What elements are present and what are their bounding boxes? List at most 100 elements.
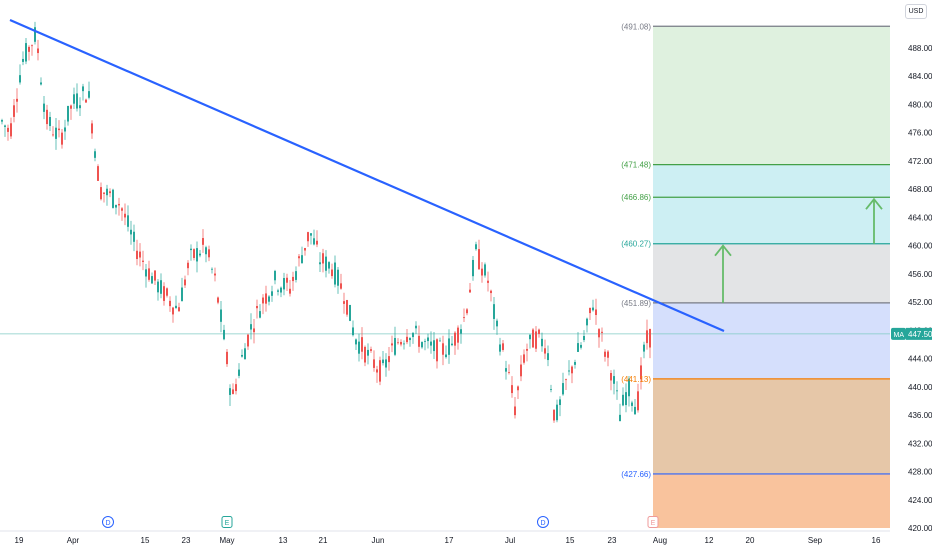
- candle: [586, 317, 588, 333]
- candle: [238, 363, 240, 379]
- candle: [256, 299, 258, 319]
- time-tick-label: Apr: [67, 536, 80, 545]
- candle: [415, 321, 417, 334]
- candle: [448, 329, 450, 364]
- candle: [130, 220, 132, 245]
- candle: [433, 332, 435, 360]
- candle: [499, 337, 501, 356]
- candle: [592, 299, 594, 312]
- earnings-marker-icon[interactable]: E: [647, 516, 659, 528]
- candle: [529, 334, 531, 349]
- candle: [634, 399, 636, 415]
- candle: [43, 95, 45, 120]
- dividend-marker-icon[interactable]: D: [102, 516, 114, 528]
- candle: [490, 289, 492, 302]
- candle: [82, 83, 84, 101]
- candle: [376, 365, 378, 383]
- candle: [226, 349, 228, 367]
- candle: [454, 331, 456, 355]
- candle: [604, 349, 606, 362]
- candle: [355, 338, 357, 350]
- candle: [589, 307, 591, 320]
- candle: [112, 188, 114, 209]
- time-tick-label: Jun: [372, 536, 385, 545]
- time-axis[interactable]: 19 Apr 15 23 May 13 21 Jun 17 Jul 15 23 Aug 12 20 Sep 16: [0, 530, 890, 545]
- time-tick-label: 15: [141, 536, 150, 545]
- candle: [100, 182, 102, 201]
- time-tick-label: 16: [872, 536, 881, 545]
- candle: [115, 204, 117, 215]
- time-tick-label: 19: [15, 536, 24, 545]
- candle: [4, 124, 6, 137]
- candle: [466, 308, 468, 316]
- candle: [439, 337, 441, 342]
- candle: [55, 117, 57, 150]
- candle: [229, 384, 231, 406]
- candle: [31, 44, 33, 56]
- candle: [511, 376, 513, 398]
- candle: [145, 264, 147, 288]
- candle: [574, 359, 576, 369]
- candle: [79, 97, 81, 117]
- candle: [196, 241, 198, 273]
- candle: [37, 39, 39, 61]
- candle: [580, 342, 582, 350]
- candle: [73, 87, 75, 109]
- candle: [397, 338, 399, 345]
- time-tick-label: May: [219, 536, 234, 545]
- candle: [10, 117, 12, 140]
- candle: [445, 345, 447, 359]
- candle: [628, 376, 630, 407]
- svg-text:E: E: [651, 520, 656, 527]
- earnings-marker-icon[interactable]: E: [221, 516, 233, 528]
- fib-level-label: (427.66): [621, 470, 651, 479]
- candle: [190, 244, 192, 261]
- candle: [1, 118, 3, 125]
- candle: [550, 384, 552, 393]
- candle: [502, 340, 504, 352]
- fib-level-label: (471.48): [621, 161, 651, 170]
- candle: [631, 400, 633, 412]
- candle: [283, 272, 285, 296]
- candle: [388, 346, 390, 371]
- candle: [343, 292, 345, 314]
- candle: [124, 203, 126, 226]
- candle: [205, 245, 207, 263]
- price-tick-label: 464.00: [908, 213, 932, 222]
- candle: [316, 230, 318, 248]
- candle: [310, 233, 312, 245]
- price-tick-label: 428.00: [908, 468, 932, 477]
- candle: [160, 273, 162, 299]
- target-arrows: [714, 197, 883, 303]
- candle: [571, 365, 573, 384]
- dividend-marker-icon[interactable]: D: [537, 516, 549, 528]
- candle: [553, 409, 555, 423]
- ma-badge: [891, 327, 906, 340]
- price-tick-label: 456.00: [908, 270, 932, 279]
- candle: [25, 38, 27, 65]
- candle: [325, 250, 327, 278]
- currency-button[interactable]: USD: [905, 4, 927, 19]
- candle: [643, 341, 645, 359]
- candle: [292, 271, 294, 291]
- candle: [322, 248, 324, 273]
- candle: [547, 345, 549, 367]
- candle: [562, 372, 564, 396]
- candle: [235, 378, 237, 395]
- candle: [136, 239, 138, 266]
- candle: [514, 397, 516, 419]
- trendline[interactable]: [9, 18, 725, 333]
- candle: [406, 329, 408, 345]
- price-axis[interactable]: 488.00 484.00 480.00 476.00 472.00 468.00 464.…: [890, 0, 932, 550]
- candle: [607, 349, 609, 367]
- candle: [250, 313, 252, 340]
- candle: [127, 205, 129, 232]
- candle: [262, 294, 264, 315]
- zone-peach: [653, 473, 890, 528]
- candle: [214, 267, 216, 282]
- candle: [157, 278, 159, 301]
- candle: [178, 302, 180, 312]
